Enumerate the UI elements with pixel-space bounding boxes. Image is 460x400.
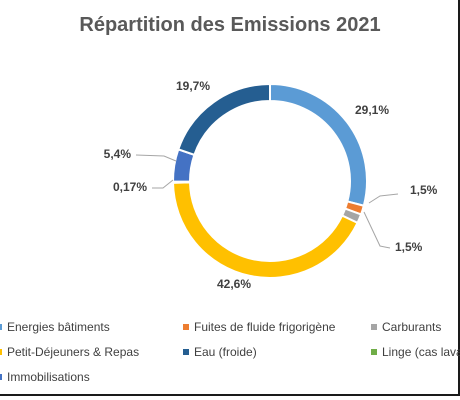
legend-item-carburants: Carburants [371, 320, 441, 334]
slice-petit-dejeuners-repas [171, 181, 359, 279]
leader-line-immobilisations [135, 154, 177, 162]
leader-line-linge-cas-lavage [152, 179, 174, 189]
data-label-immobilisations: 5,4% [104, 147, 132, 161]
legend-swatch [0, 373, 2, 380]
data-label-linge-cas-lavage: 0,17% [113, 180, 147, 194]
chart-title: Répartition des Emissions 2021 [79, 14, 381, 36]
doughnut-chart: 29,1% 1,5% 1,5% 42,6% 0,17% 5,4% 19,7% [104, 79, 438, 291]
leader-line-carburants [363, 211, 391, 249]
legend-swatch [0, 348, 2, 355]
legend-swatch [183, 323, 189, 330]
slice-energies-batiments [269, 82, 368, 207]
legend-item-energies: Energies bâtiments [0, 320, 110, 334]
legend-swatch [371, 348, 377, 355]
leader-lines [135, 154, 399, 249]
legend-item-linge: Linge (cas lavage) [371, 345, 460, 359]
slice-eau-froide [177, 82, 271, 157]
data-label-energies-batiments: 29,1% [355, 103, 389, 117]
data-label-carburants: 1,5% [395, 240, 423, 254]
data-label-fuites-de-fluide-frigorigene: 1,5% [410, 183, 438, 197]
legend-item-immobilisations: Immobilisations [0, 370, 90, 384]
legend-item-fuites: Fuites de fluide frigorigène [183, 320, 335, 334]
legend-swatch [183, 348, 189, 355]
data-label-petit-dejeuners-repas: 42,6% [217, 277, 251, 291]
doughnut-slices [171, 82, 368, 279]
legend-swatch [371, 323, 377, 330]
leader-line-fuites-de-fluide-frigorigene [368, 193, 399, 204]
legend-swatch [0, 323, 2, 330]
legend-item-eau: Eau (froide) [183, 345, 257, 359]
data-label-eau-froide: 19,7% [176, 79, 210, 93]
legend-item-repas: Petit-Déjeuners & Repas [0, 345, 139, 359]
data-labels: 29,1% 1,5% 1,5% 42,6% 0,17% 5,4% 19,7% [104, 79, 438, 291]
chart-legend: Energies bâtiments Fuites de fluide frig… [0, 318, 460, 392]
